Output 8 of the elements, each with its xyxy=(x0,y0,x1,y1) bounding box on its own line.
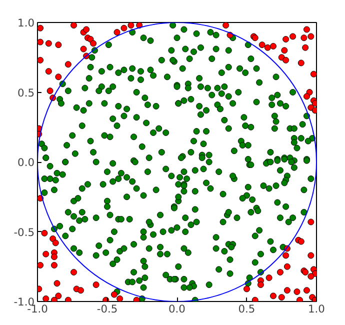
y-tick-label: 0.0 xyxy=(18,156,35,169)
y-tick-label: 1.0 xyxy=(18,16,35,30)
y-tick-label: -0.5 xyxy=(14,226,35,239)
y-tick-label: 0.5 xyxy=(18,86,35,100)
x-tick-label: -0.5 xyxy=(96,302,118,316)
x-tick-label: 1.0 xyxy=(308,302,326,316)
x-tick-label: 0.0 xyxy=(168,302,186,316)
x-tick-label: 0.5 xyxy=(238,302,256,316)
